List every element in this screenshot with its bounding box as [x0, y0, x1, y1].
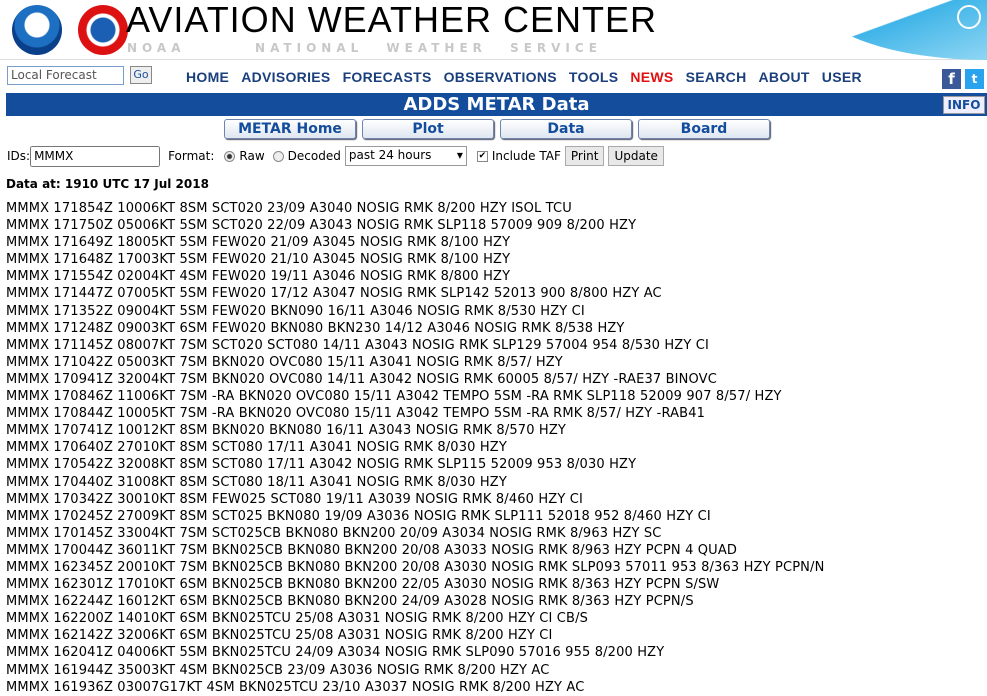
- metar-report: MMMX 171352Z 09004KT 5SM FEW020 BKN090 1…: [6, 303, 585, 319]
- nav-observations[interactable]: OBSERVATIONS: [443, 69, 557, 85]
- include-taf-checkbox[interactable]: ✔: [476, 150, 488, 162]
- metar-report: MMMX 162301Z 17010KT 6SM BKN025CB BKN080…: [6, 577, 720, 593]
- nav-news[interactable]: NEWS: [630, 69, 674, 85]
- time-range-value: past 24 hours: [348, 148, 432, 162]
- metar-report: MMMX 162345Z 20010KT 7SM BKN025CB BKN080…: [6, 559, 825, 575]
- site-subtitle: NOAA NATIONAL WEATHER SERVICE: [127, 41, 602, 55]
- metar-report: MMMX 170741Z 10012KT 8SM BKN020 BKN080 1…: [6, 423, 566, 439]
- include-taf-label: Include TAF: [491, 149, 561, 163]
- nav-forecasts[interactable]: FORECASTS: [342, 69, 432, 85]
- tab-bar: METAR Home Plot Data Board: [224, 119, 770, 139]
- metar-report: MMMX 171145Z 08007KT 7SM SCT020 SCT080 1…: [6, 337, 709, 353]
- raw-label: Raw: [239, 149, 265, 163]
- main-nav: HOME ADVISORIES FORECASTS OBSERVATIONS T…: [186, 69, 874, 85]
- metar-report: MMMX 170542Z 32008KT 8SM SCT080 17/11 A3…: [6, 457, 637, 473]
- page-title: ADDS METAR Data: [6, 93, 987, 116]
- site-header: AVIATION WEATHER CENTER NOAA NATIONAL WE…: [0, 0, 987, 60]
- site-title: AVIATION WEATHER CENTER: [126, 0, 658, 40]
- time-range-select[interactable]: past 24 hours ▾: [344, 146, 467, 166]
- metar-report: MMMX 170941Z 32004KT 7SM BKN020 OVC080 1…: [6, 371, 717, 387]
- metar-report: MMMX 170846Z 11006KT 7SM -RA BKN020 OVC0…: [6, 389, 782, 405]
- update-button[interactable]: Update: [608, 146, 664, 166]
- metar-report: MMMX 161936Z 03007G17KT 4SM BKN025TCU 23…: [6, 679, 585, 695]
- decoded-label: Decoded: [287, 149, 341, 163]
- metar-report: MMMX 170440Z 31008KT 8SM SCT080 18/11 A3…: [6, 474, 507, 490]
- noaa-logo-icon[interactable]: [12, 5, 62, 55]
- metar-report: MMMX 171648Z 17003KT 5SM FEW020 21/10 A3…: [6, 252, 511, 268]
- nav-search[interactable]: SEARCH: [685, 69, 747, 85]
- decoded-radio[interactable]: [272, 150, 284, 162]
- nav-home[interactable]: HOME: [186, 69, 230, 85]
- tab-board[interactable]: Board: [638, 119, 770, 139]
- metar-report: MMMX 170044Z 36011KT 7SM BKN025CB BKN080…: [6, 542, 738, 558]
- metar-report: MMMX 162200Z 14010KT 6SM BKN025TCU 25/08…: [6, 611, 589, 627]
- dropdown-arrow-icon: ▾: [456, 148, 463, 162]
- print-button[interactable]: Print: [564, 146, 605, 166]
- metar-report: MMMX 171649Z 18005KT 5SM FEW020 21/09 A3…: [6, 235, 511, 251]
- data-timestamp: Data at: 1910 UTC 17 Jul 2018: [6, 177, 209, 191]
- metar-report: MMMX 162244Z 16012KT 6SM BKN025CB BKN080…: [6, 594, 694, 610]
- header-swoosh: [817, 0, 987, 60]
- nws-logo-icon[interactable]: [78, 5, 128, 55]
- ids-input[interactable]: [30, 145, 161, 167]
- metar-report: MMMX 170640Z 27010KT 8SM SCT080 17/11 A3…: [6, 440, 507, 456]
- local-forecast-input[interactable]: Local Forecast: [7, 66, 124, 85]
- twitter-icon[interactable]: t: [965, 69, 984, 89]
- go-button[interactable]: Go: [130, 66, 152, 84]
- nav-tools[interactable]: TOOLS: [568, 69, 619, 85]
- metar-report: MMMX 162041Z 04006KT 5SM BKN025TCU 24/09…: [6, 645, 665, 661]
- metar-report: MMMX 171854Z 10006KT 8SM SCT020 23/09 A3…: [6, 201, 572, 216]
- metar-report: MMMX 161944Z 35003KT 4SM BKN025CB 23/09 …: [6, 662, 550, 678]
- nav-user[interactable]: USER: [821, 69, 862, 85]
- metar-report: MMMX 162142Z 32006KT 6SM BKN025TCU 25/08…: [6, 628, 553, 644]
- metar-report: MMMX 171042Z 05003KT 7SM BKN020 OVC080 1…: [6, 354, 563, 370]
- metar-report: MMMX 171750Z 05006KT 5SM SCT020 22/09 A3…: [6, 218, 637, 234]
- nav-advisories[interactable]: ADVISORIES: [241, 69, 331, 85]
- metar-report: MMMX 171447Z 07005KT 5SM FEW020 17/12 A3…: [6, 286, 662, 302]
- metar-report: MMMX 171248Z 09003KT 6SM FEW020 BKN080 B…: [6, 320, 625, 336]
- raw-radio[interactable]: [224, 150, 236, 162]
- metar-report: MMMX 170342Z 30010KT 8SM FEW025 SCT080 1…: [6, 491, 583, 507]
- metar-list: MMMX 171854Z 10006KT 8SM SCT020 23/09 A3…: [6, 200, 824, 696]
- tab-data[interactable]: Data: [500, 119, 632, 139]
- metar-report: MMMX 170145Z 33004KT 7SM SCT025CB BKN080…: [6, 525, 662, 541]
- metar-report: MMMX 171554Z 02004KT 4SM FEW020 19/11 A3…: [6, 269, 511, 285]
- info-button[interactable]: INFO: [943, 96, 985, 114]
- facebook-icon[interactable]: f: [942, 69, 961, 89]
- tab-metar-home[interactable]: METAR Home: [224, 119, 356, 139]
- metar-report: MMMX 170844Z 10005KT 7SM -RA BKN020 OVC0…: [6, 406, 706, 422]
- metar-report: MMMX 170245Z 27009KT 8SM SCT025 BKN080 1…: [6, 508, 711, 524]
- tab-plot[interactable]: Plot: [362, 119, 494, 139]
- format-label: Format:: [168, 149, 215, 163]
- nav-about[interactable]: ABOUT: [758, 69, 810, 85]
- dept-seal-icon: [957, 5, 981, 29]
- ids-label: IDs:: [7, 149, 31, 163]
- query-form: IDs: Format: Raw Decoded past 24 hours▾ …: [7, 145, 664, 167]
